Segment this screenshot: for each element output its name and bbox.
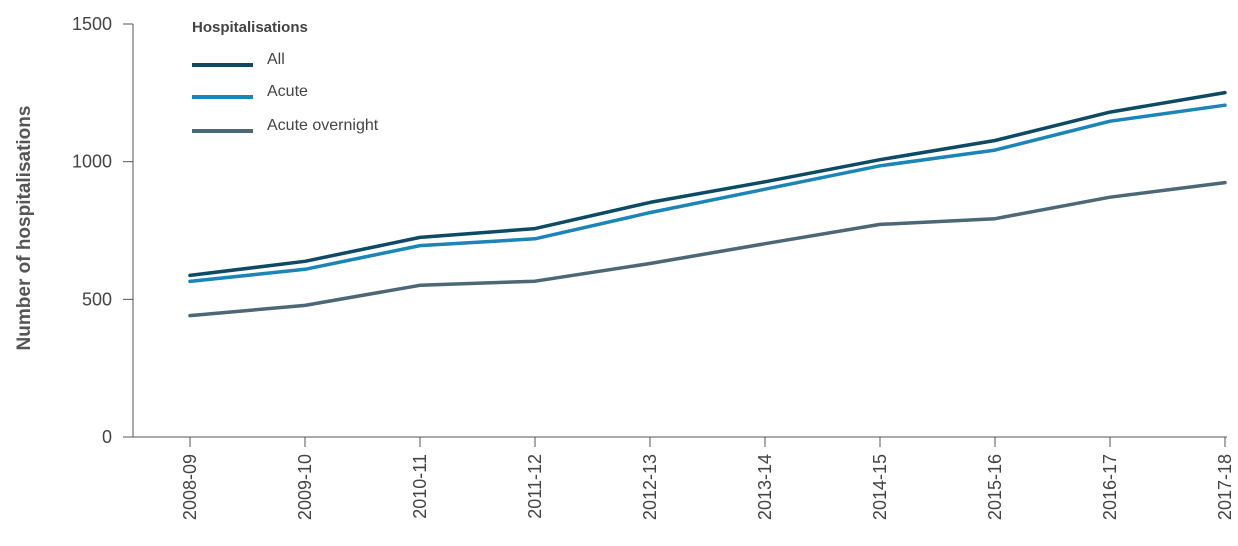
y-tick-label: 500 (82, 289, 112, 309)
legend: Hospitalisations All Acute Acute overnight (192, 19, 379, 134)
legend-label-all: All (267, 51, 285, 68)
x-tick-label: 2016-17 (1100, 454, 1120, 520)
y-tick-label: 0 (102, 427, 112, 447)
x-tick-label: 2014-15 (870, 454, 890, 520)
legend-label-acute: Acute (267, 83, 308, 100)
x-tick-label: 2011-12 (525, 454, 545, 519)
y-axis: 0 500 1000 1500 (72, 14, 134, 447)
x-tick-label: 2012-13 (640, 454, 660, 520)
x-tick-label: 2008-09 (180, 454, 200, 520)
x-tick-label: 2013-14 (755, 454, 775, 520)
x-tick-label: 2017-18 (1215, 454, 1235, 520)
legend-title: Hospitalisations (192, 19, 308, 36)
x-axis: 2008-09 2009-10 2010-11 2011-12 2012-13 2013-… (133, 436, 1235, 520)
x-tick-label: 2010-11 (410, 454, 430, 519)
legend-label-acute-overnight: Acute overnight (267, 117, 379, 134)
series-layer (188, 90, 1227, 318)
x-tick-label: 2009-10 (295, 454, 315, 520)
y-axis-title: Number of hospitalisations (14, 106, 35, 351)
y-tick-label: 1000 (72, 152, 112, 172)
series-line-all (188, 90, 1227, 278)
y-tick-label: 1500 (72, 14, 112, 34)
series-line-acute (188, 103, 1227, 284)
series-line-acute-overnight (188, 180, 1227, 318)
x-tick-label: 2015-16 (985, 454, 1005, 520)
